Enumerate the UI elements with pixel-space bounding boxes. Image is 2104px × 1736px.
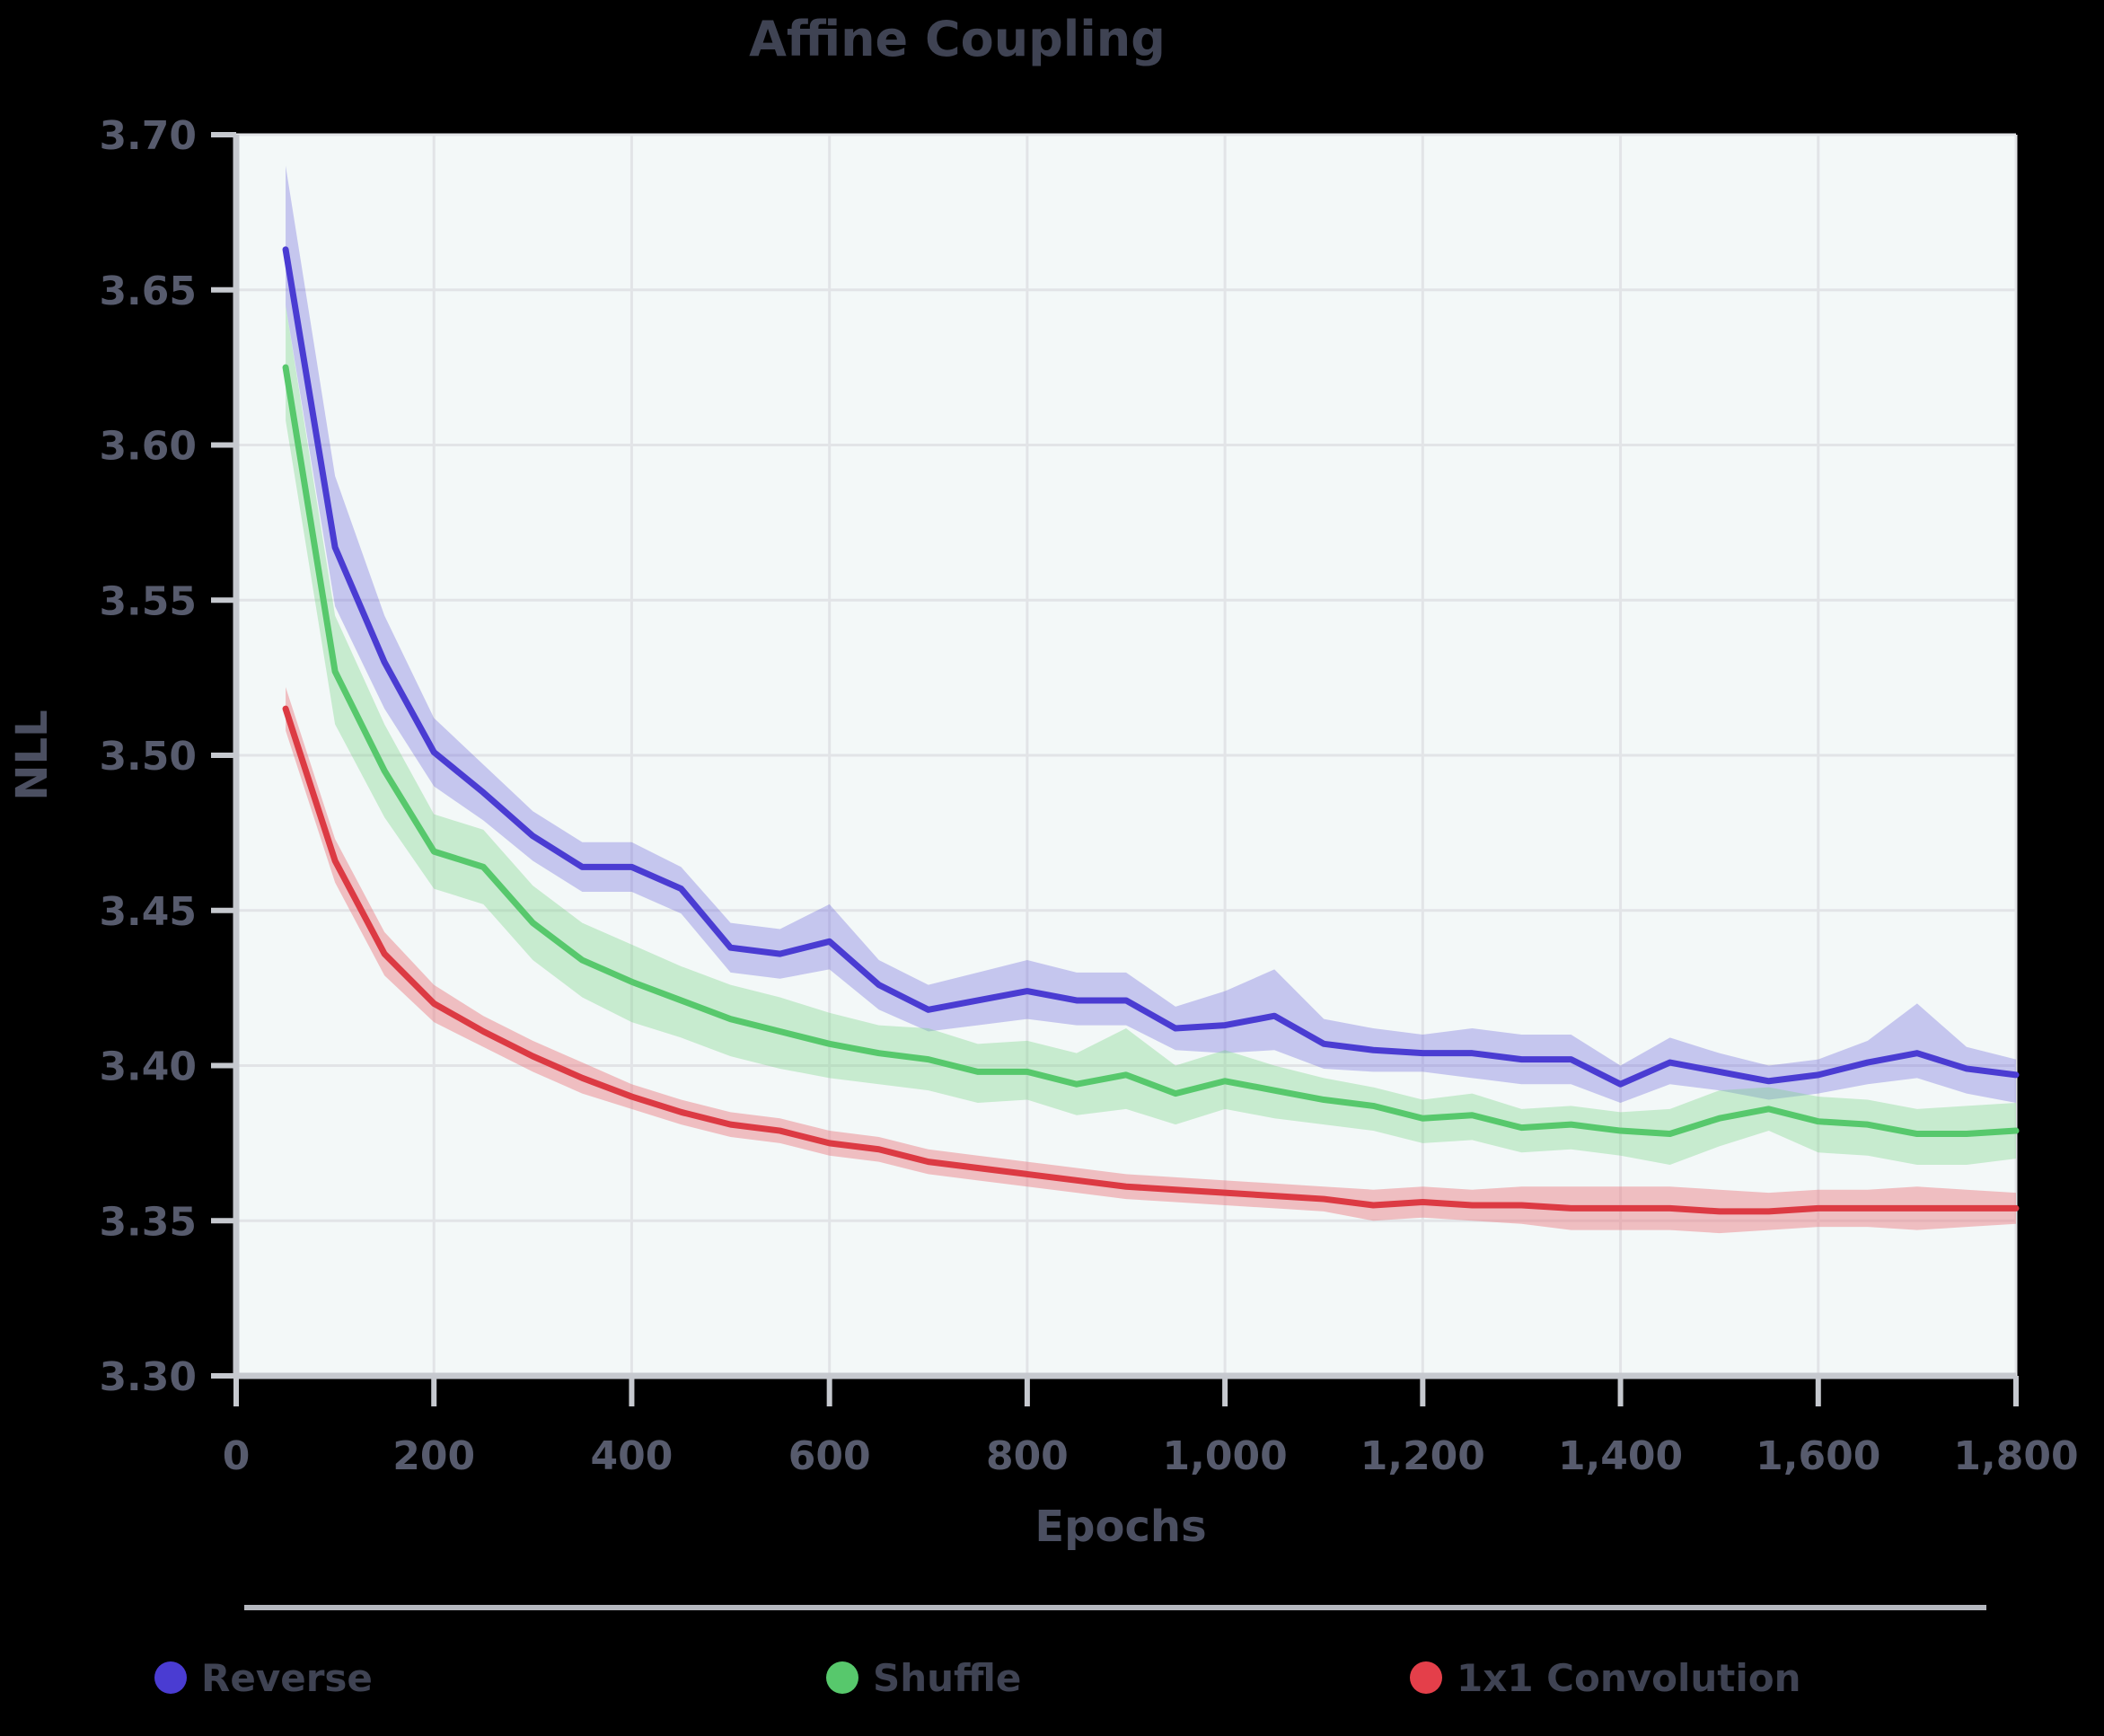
legend-item-1x1-convolution[interactable]: 1x1 Convolution [1410, 1656, 1801, 1700]
y-tick-label: 3.65 [99, 269, 197, 314]
x-tick-label: 0 [223, 1433, 251, 1479]
x-tick-label: 400 [591, 1433, 673, 1479]
series-line-shuffle [282, 364, 2020, 1138]
x-tick-label: 200 [392, 1433, 475, 1479]
x-tick-label: 1,600 [1756, 1433, 1880, 1479]
tick-marks [211, 132, 2019, 1406]
y-tick-label: 3.40 [99, 1044, 197, 1090]
series-line-reverse [282, 246, 2020, 1088]
y-tick-label: 3.50 [99, 734, 197, 780]
y-axis-label: NLL [7, 709, 57, 800]
legend: Reverse Shuffle 1x1 Convolution [154, 1656, 1801, 1700]
y-tick-label: 3.55 [99, 578, 197, 624]
legend-dot-shuffle-icon [826, 1661, 858, 1694]
y-tick-labels: 3.70 3.65 3.60 3.55 3.50 3.45 3.40 3.35 3.30 [99, 113, 197, 1400]
series-lines [282, 246, 2020, 1215]
x-axis-label: Epochs [1034, 1502, 1206, 1552]
legend-label-1x1-convolution: 1x1 Convolution [1457, 1656, 1801, 1700]
legend-dot-1x1-convolution-icon [1410, 1661, 1442, 1694]
x-tick-label: 600 [788, 1433, 871, 1479]
y-tick-label: 3.60 [99, 424, 197, 470]
y-tick-label: 3.45 [99, 889, 197, 935]
y-tick-label: 3.35 [99, 1199, 197, 1245]
x-tick-label: 1,200 [1360, 1433, 1485, 1479]
x-tick-label: 800 [986, 1433, 1069, 1479]
x-tick-label: 1,000 [1163, 1433, 1288, 1479]
legend-label-reverse: Reverse [201, 1656, 373, 1700]
legend-label-shuffle: Shuffle [873, 1656, 1021, 1700]
legend-item-reverse[interactable]: Reverse [154, 1656, 373, 1700]
legend-item-shuffle[interactable]: Shuffle [826, 1656, 1021, 1700]
chart-title: Affine Coupling [749, 11, 1166, 67]
y-tick-label: 3.70 [99, 113, 197, 159]
x-tick-label: 1,800 [1953, 1433, 2078, 1479]
legend-dot-reverse-icon [154, 1661, 187, 1694]
x-tick-label: 1,400 [1558, 1433, 1683, 1479]
series-line-1x1-convolution [282, 705, 2020, 1215]
x-tick-labels: 0 200 400 600 800 1,000 1,200 1,400 1,600 1,800 [223, 1433, 2079, 1479]
y-tick-label: 3.30 [99, 1354, 197, 1400]
